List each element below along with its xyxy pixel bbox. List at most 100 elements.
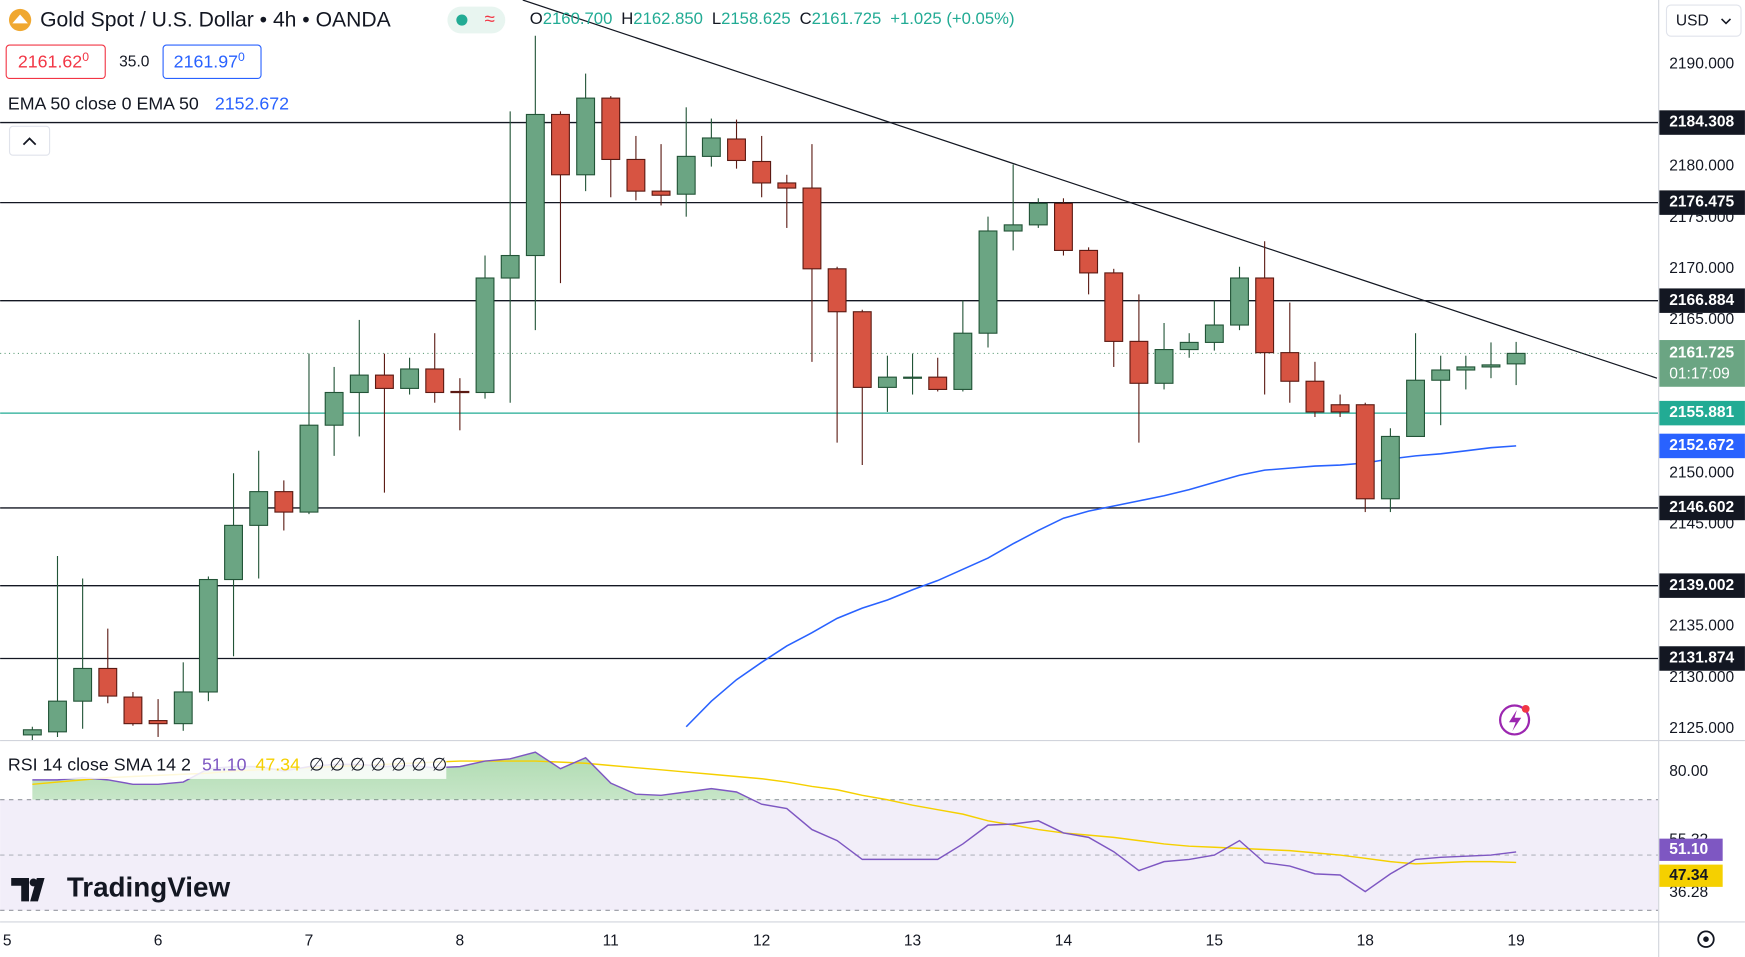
last-price-label: 2161.725	[1669, 345, 1734, 362]
candle-body	[274, 491, 294, 513]
sell-price-pip: 0	[82, 50, 89, 64]
level-label-box	[1659, 646, 1745, 671]
ema-label-box	[1659, 433, 1745, 459]
rsi-tick-label: 36.28	[1669, 884, 1708, 901]
candle-body	[224, 524, 243, 581]
candle-body	[349, 374, 369, 394]
candle-body	[701, 137, 721, 157]
rsi-value-label: 51.10	[1669, 841, 1708, 858]
candle-body	[1230, 277, 1249, 326]
sell-price-main: 2161.62	[18, 51, 82, 71]
header: Gold Spot / U.S. Dollar • 4h • OANDA ≈ O…	[3, 4, 1742, 948]
currency-select[interactable]	[1665, 4, 1742, 37]
candle-body	[198, 578, 218, 693]
settings-icon-center	[1703, 936, 1709, 942]
x-tick-label: 7	[305, 933, 314, 950]
candle-body	[475, 277, 495, 394]
y-tick-label: 2130.000	[1669, 669, 1734, 686]
y-tick-label: 2190.000	[1669, 56, 1734, 73]
rsi-legend-name: RSI 14 close SMA 14 2	[8, 754, 191, 774]
settings-icon[interactable]	[1697, 930, 1715, 948]
candle-body	[1255, 277, 1275, 354]
x-tick-label: 15	[1206, 933, 1223, 950]
rsi-value-label: 47.34	[1669, 867, 1708, 884]
y-tick-label: 2135.000	[1669, 618, 1734, 635]
candle-body	[374, 374, 394, 389]
candle-body	[852, 311, 872, 388]
rsi-legend-value: 51.10	[202, 754, 247, 774]
candle-body	[1406, 379, 1426, 437]
candle-body	[1129, 340, 1149, 384]
level-label: 2131.874	[1669, 650, 1734, 667]
candle-body	[752, 160, 772, 184]
candle-body	[500, 254, 520, 279]
x-tick-label: 13	[904, 933, 921, 950]
ema-legend[interactable]: EMA 50 close 0 EMA 50	[8, 93, 199, 113]
status-icon: ≈	[485, 9, 495, 30]
candle-body	[551, 113, 570, 176]
candle-body	[1355, 404, 1375, 500]
alert-dot	[1521, 704, 1530, 713]
candle-body	[1204, 324, 1224, 343]
ohlc-value: 2160.700	[543, 9, 613, 28]
sell-price: 2161.620	[18, 50, 89, 71]
candle-body	[1003, 224, 1023, 232]
level-label-box	[1659, 110, 1745, 135]
buy-price: 2161.970	[174, 50, 245, 71]
candle-body	[877, 376, 897, 388]
status-pill[interactable]	[447, 6, 506, 34]
support-label: 2155.881	[1669, 404, 1734, 421]
alert-icon[interactable]	[1499, 704, 1531, 736]
logo-dot	[29, 878, 38, 887]
ohlc-value: 2162.850	[633, 9, 703, 28]
y-tick-label: 2165.000	[1669, 311, 1734, 328]
candle-body	[978, 230, 998, 334]
candle-body	[928, 376, 948, 390]
price-pane	[0, 0, 1659, 741]
rsi-pane	[0, 751, 1659, 911]
last-price-box	[1659, 340, 1745, 387]
rsi-legend[interactable]: RSI 14 close SMA 14 2 51.10 47.34 ∅ ∅ ∅ ∅ ∅…	[8, 754, 447, 774]
level-label-box	[1659, 190, 1745, 215]
x-tick-label: 6	[154, 933, 163, 950]
price-axis: 2190.0002180.0002175.0002170.0002165.000…	[1659, 56, 1745, 901]
candle-body	[173, 691, 193, 725]
rsi-legend-empty: ∅ ∅ ∅ ∅ ∅ ∅ ∅	[309, 754, 447, 774]
candle-body	[903, 376, 923, 379]
candle-body	[1028, 202, 1048, 226]
collapse-chevron	[22, 137, 37, 146]
ema-label: 2152.672	[1669, 437, 1734, 454]
candle-body	[324, 391, 344, 426]
ema-legend-value: 2152.672	[215, 93, 289, 113]
collapse-button[interactable]	[8, 125, 51, 156]
buy-button[interactable]	[162, 44, 262, 80]
symbol-title[interactable]: Gold Spot / U.S. Dollar • 4h • OANDA	[40, 9, 391, 32]
spread: 35.0	[119, 53, 150, 70]
x-tick-label: 12	[753, 933, 770, 950]
sell-button[interactable]	[5, 44, 106, 80]
level-label: 2176.475	[1669, 194, 1734, 211]
ohlc-label: O	[530, 9, 543, 28]
candle-body	[48, 700, 67, 733]
candle-body	[1280, 352, 1300, 382]
level-label-box	[1659, 573, 1745, 598]
level-label-box	[1659, 288, 1745, 313]
candle-body	[1380, 435, 1400, 500]
x-tick-label: 11	[603, 933, 619, 950]
ohlc-label: C	[800, 9, 812, 28]
candle-body	[1179, 341, 1199, 351]
candle-body	[249, 491, 269, 526]
buy-price-main: 2161.97	[174, 51, 238, 71]
candle-body	[1506, 352, 1526, 365]
ohlc-values: O2160.700 H2162.850 L2158.625 C2161.725 +1.0…	[530, 9, 1015, 28]
candle-body	[576, 97, 596, 176]
buy-price-pip: 0	[238, 50, 245, 64]
candle-body	[22, 729, 42, 736]
candle-body	[98, 667, 118, 697]
rsi-legend-backdrop	[3, 750, 447, 779]
level-label: 2146.602	[1669, 499, 1734, 516]
level-label-box	[1659, 495, 1745, 521]
y-tick-label: 2125.000	[1669, 720, 1734, 737]
candle-body	[525, 113, 545, 257]
